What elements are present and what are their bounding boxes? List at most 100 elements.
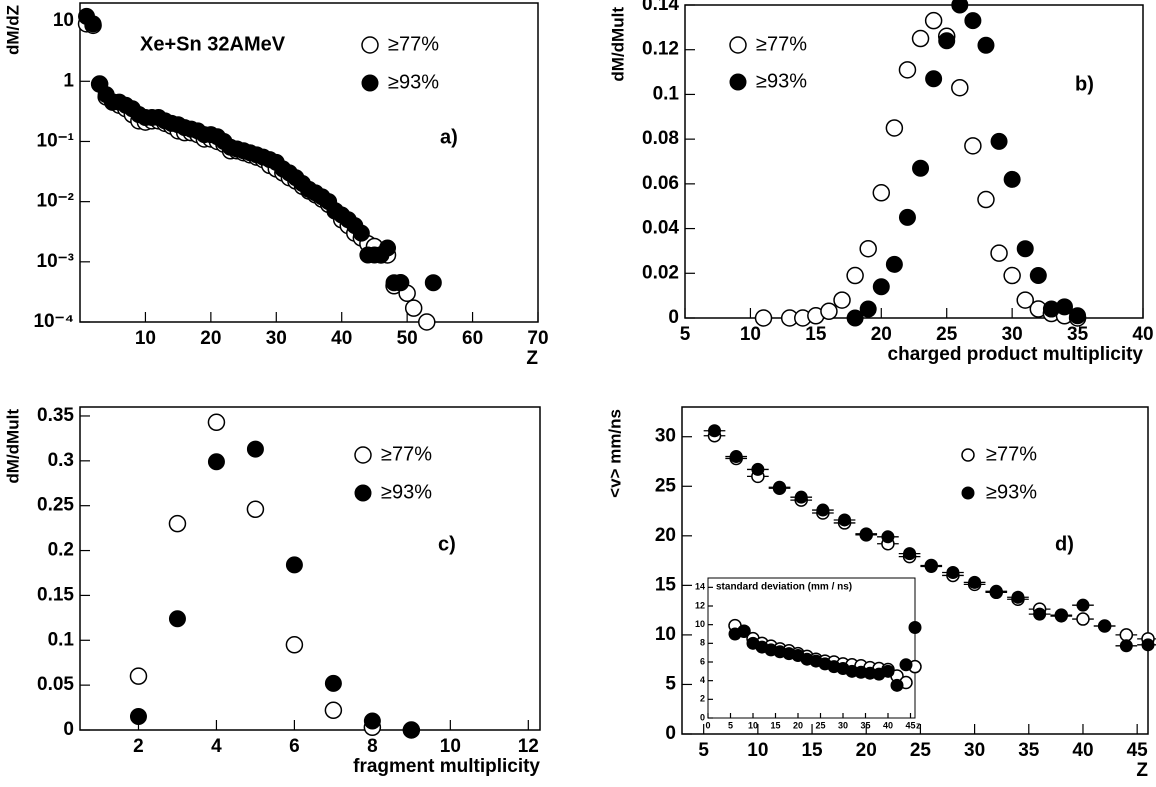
plot-frame [707, 577, 916, 719]
annotation: Xe+Sn 32AMeV [140, 33, 286, 55]
marker [951, 78, 969, 97]
marker [773, 480, 787, 494]
marker [324, 701, 343, 720]
x-tick-label: 30 [266, 328, 287, 349]
marker [977, 190, 995, 209]
marker [859, 527, 873, 541]
x-axis-label: Z [526, 348, 538, 369]
marker [977, 36, 995, 54]
marker [363, 712, 381, 730]
x-tick-label: 35 [860, 720, 870, 730]
y-tick-label: 0 [63, 719, 74, 740]
legend-label: ≥93% [986, 481, 1037, 503]
y-tick-label: 15 [655, 574, 677, 595]
x-tick-label: 5 [680, 324, 691, 345]
y-tick-label: 0.06 [642, 173, 679, 194]
legend-label: ≥93% [381, 481, 432, 503]
marker [899, 658, 913, 672]
marker [1141, 638, 1155, 652]
y-tick-label: 0 [665, 723, 676, 744]
x-axis-label: charged product multiplicity [888, 344, 1144, 365]
marker [392, 274, 410, 292]
legend-label: ≥77% [756, 33, 807, 55]
y-tick-label: 10⁻¹ [37, 130, 75, 151]
marker [1119, 639, 1133, 653]
x-axis-label: fragment multiplicity [353, 756, 540, 777]
marker [964, 12, 982, 30]
marker [246, 440, 264, 458]
y-axis-label: dM/dMult [3, 409, 22, 484]
x-tick-label: 2 [133, 736, 144, 757]
y-tick-label: 10⁻³ [37, 251, 75, 272]
annotation: a) [440, 126, 458, 148]
annotation: b) [1075, 73, 1094, 95]
legend-marker [729, 36, 747, 54]
marker [872, 184, 891, 202]
marker [1069, 307, 1087, 325]
marker [816, 503, 830, 517]
marker [751, 462, 765, 476]
marker [925, 70, 943, 88]
y-tick-label: 0.3 [48, 450, 74, 471]
marker [1055, 298, 1073, 316]
x-tick-label: 10 [440, 736, 461, 757]
marker [402, 721, 420, 739]
x-tick-label: 30 [838, 720, 848, 730]
marker [84, 15, 102, 33]
marker [129, 667, 148, 685]
x-tick-label: 25 [815, 720, 825, 730]
y-axis-label: dM/dZ [3, 5, 22, 55]
y-tick-label: 0.14 [642, 0, 679, 15]
marker [968, 575, 982, 589]
marker [246, 500, 265, 519]
marker [898, 61, 917, 79]
y-tick-label: 10⁻⁴ [33, 311, 74, 332]
legend-marker [961, 448, 975, 462]
legend-marker [729, 73, 747, 91]
marker [846, 266, 864, 285]
x-tick-label: 15 [805, 324, 827, 345]
y-tick-label: 1 [63, 70, 74, 91]
y-tick-label: 0.35 [37, 405, 74, 426]
y-tick-label: 10 [655, 624, 676, 645]
marker [1029, 267, 1047, 285]
x-tick-label: 10 [740, 324, 761, 345]
legend-label: ≥93% [756, 70, 807, 92]
marker [168, 514, 187, 533]
legend-marker [361, 36, 379, 54]
marker [964, 137, 982, 155]
y-tick-label: 5 [665, 673, 676, 694]
y-tick-label: 0 [700, 712, 705, 722]
inset-title: standard deviation (mm / ns) [716, 582, 852, 593]
marker [924, 11, 943, 30]
marker [846, 309, 864, 327]
marker [1119, 628, 1134, 642]
plot-frame [79, 406, 541, 731]
x-tick-label: 10 [747, 740, 768, 761]
marker [859, 300, 877, 318]
inset-panel: 0 5 10 15 20 25 30 35 40 45 0 2 4 6 8 10 12 14 z standard d… [695, 577, 922, 730]
marker [890, 678, 904, 692]
marker [207, 453, 225, 471]
x-axis-label: Z [1136, 760, 1148, 781]
marker [908, 620, 922, 634]
marker [1054, 609, 1068, 623]
marker [1016, 291, 1034, 309]
marker [1003, 266, 1021, 285]
marker [903, 547, 917, 561]
y-tick-label: 0.08 [642, 128, 679, 149]
marker [708, 424, 722, 438]
marker [424, 274, 442, 292]
x-tick-label: 15 [801, 740, 823, 761]
x-tick-label: 20 [793, 720, 803, 730]
marker [418, 313, 436, 331]
marker [285, 636, 304, 654]
marker [1033, 607, 1047, 621]
plot-frame [79, 2, 539, 323]
y-tick-label: 0.1 [653, 83, 680, 104]
x-tick-label: 35 [1067, 324, 1089, 345]
y-tick-label: 0.02 [642, 262, 679, 283]
legend-marker [361, 74, 379, 92]
y-tick-label: 12 [695, 600, 705, 610]
